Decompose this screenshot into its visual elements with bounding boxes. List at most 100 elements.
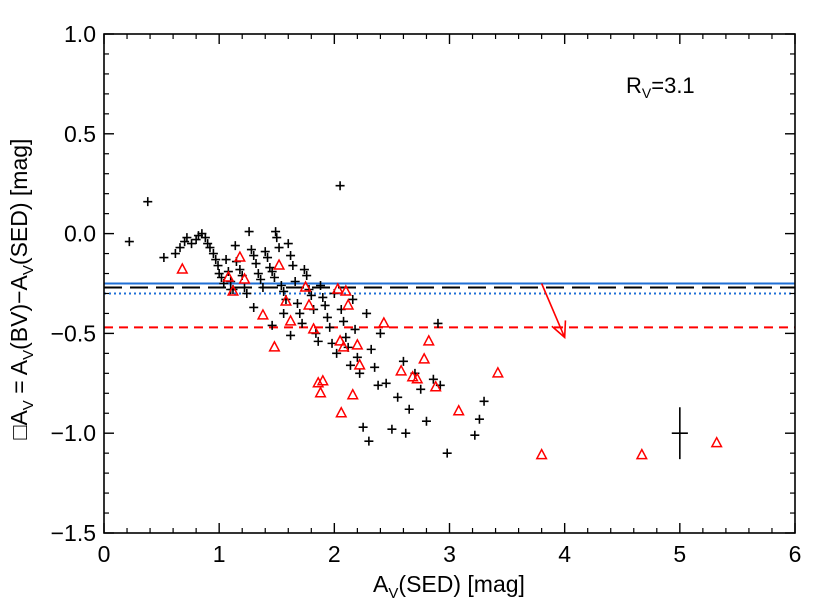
data-point-plus xyxy=(332,348,342,358)
data-point-plus xyxy=(302,271,312,281)
y-tick-label: 1.0 xyxy=(64,21,96,47)
data-point-plus xyxy=(286,330,296,340)
data-point-plus xyxy=(416,384,426,394)
data-point-plus xyxy=(230,241,240,251)
data-point-plus xyxy=(297,318,307,328)
data-point-plus xyxy=(322,312,332,322)
arrow-head xyxy=(551,320,567,340)
data-point-triangle xyxy=(273,258,286,270)
y-tick-label: 0.0 xyxy=(64,221,96,247)
data-point-plus xyxy=(203,239,213,249)
y-axis-title: □AV = AV(BV)−AV(SED) [mag] xyxy=(6,139,37,440)
data-point-plus xyxy=(352,352,362,362)
data-point-plus xyxy=(271,227,281,237)
data-point-triangle xyxy=(710,436,723,448)
arrow-shaft xyxy=(540,283,566,338)
data-point-plus xyxy=(375,328,385,338)
data-point-plus xyxy=(249,251,259,261)
data-point-plus xyxy=(258,282,268,292)
data-point-plus xyxy=(433,318,443,328)
data-point-plus xyxy=(316,280,326,290)
data-point-triangle xyxy=(337,340,350,352)
data-point-plus xyxy=(288,261,298,271)
data-point-triangle xyxy=(339,284,352,296)
data-point-triangle xyxy=(222,270,235,282)
data-point-plus xyxy=(159,253,169,263)
data-point-plus xyxy=(216,273,226,283)
data-point-triangle xyxy=(491,366,504,378)
data-point-plus xyxy=(341,332,351,342)
data-point-triangle xyxy=(316,374,329,386)
data-point-triangle xyxy=(226,284,240,296)
data-point-plus xyxy=(339,316,349,326)
data-point-plus xyxy=(364,436,374,446)
data-point-plus xyxy=(350,324,360,334)
data-point-plus xyxy=(295,308,305,318)
data-point-plus xyxy=(244,227,254,237)
data-point-plus xyxy=(348,294,358,304)
data-point-plus xyxy=(267,320,277,330)
data-point-plus xyxy=(124,237,134,247)
data-point-plus xyxy=(211,255,221,265)
data-point-plus xyxy=(191,235,201,245)
data-point-plus xyxy=(292,298,302,308)
data-point-plus xyxy=(335,181,345,191)
data-point-triangle xyxy=(299,280,312,292)
data-point-plus xyxy=(325,322,335,332)
data-point-plus xyxy=(235,265,245,275)
data-point-plus xyxy=(213,261,223,271)
data-point-plus xyxy=(267,267,277,277)
x-tick-label: 5 xyxy=(673,541,686,567)
data-point-plus xyxy=(214,269,224,279)
data-point-plus xyxy=(170,249,180,259)
data-point-plus xyxy=(398,356,408,366)
data-point-triangle xyxy=(334,334,347,346)
data-point-triangle xyxy=(312,376,325,388)
data-point-plus xyxy=(387,424,397,434)
data-point-plus xyxy=(246,245,256,255)
data-point-plus xyxy=(180,237,190,247)
y-tick-label: 0.5 xyxy=(64,121,96,147)
data-point-plus xyxy=(200,233,210,243)
data-point-plus xyxy=(249,302,259,312)
data-point-plus xyxy=(208,249,218,259)
data-point-plus xyxy=(299,265,309,275)
data-point-triangle xyxy=(535,448,548,460)
data-point-plus xyxy=(253,269,263,279)
data-point-triangle xyxy=(268,340,281,352)
rv-annotation: RV=3.1 xyxy=(626,73,695,101)
data-point-triangle xyxy=(406,370,419,382)
x-tick-label: 0 xyxy=(98,541,111,567)
data-point-triangle xyxy=(176,262,189,274)
data-point-triangle xyxy=(342,298,355,310)
data-point-plus xyxy=(276,280,286,290)
data-point-plus xyxy=(269,273,279,283)
data-point-plus xyxy=(279,308,289,318)
x-tick-label: 1 xyxy=(213,541,226,567)
data-point-plus xyxy=(290,277,300,287)
data-point-plus xyxy=(318,292,328,302)
data-point-triangle xyxy=(314,386,327,398)
data-point-triangle xyxy=(422,334,435,346)
data-point-plus xyxy=(263,253,273,263)
data-point-plus xyxy=(404,404,414,414)
data-point-triangle xyxy=(429,380,442,392)
data-point-triangle xyxy=(635,448,648,460)
data-point-triangle xyxy=(279,294,293,306)
data-point-plus xyxy=(256,275,266,285)
data-point-plus xyxy=(428,374,438,384)
data-point-triangle xyxy=(411,372,424,384)
data-point-triangle xyxy=(331,282,344,294)
data-point-triangle xyxy=(353,358,366,370)
data-point-plus xyxy=(355,368,365,378)
x-tick-label: 3 xyxy=(443,541,456,567)
data-point-triangle xyxy=(256,308,269,320)
data-point-plus xyxy=(260,247,270,257)
data-point-plus xyxy=(283,239,293,249)
data-point-triangle xyxy=(284,314,297,326)
data-point-plus xyxy=(474,414,484,424)
data-point-plus xyxy=(242,288,252,298)
data-point-plus xyxy=(143,197,153,207)
data-point-plus xyxy=(366,344,376,354)
